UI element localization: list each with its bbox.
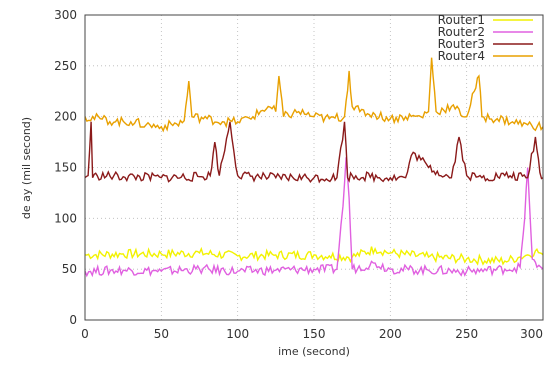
series-line-router2 (84, 157, 544, 278)
legend-label: Router4 (438, 49, 485, 63)
x-tick-label: 50 (154, 327, 169, 341)
y-axis-label: de ay (mil second) (20, 117, 33, 219)
series-lines (84, 57, 544, 278)
x-tick-label: 250 (455, 327, 478, 341)
y-tick-labels: 0 50 100 150 200 250 300 (54, 8, 77, 327)
y-tick-label: 0 (69, 313, 77, 327)
y-tick-label: 300 (54, 8, 77, 22)
x-tick-labels: 0 50 100 150 200 250 300 (81, 327, 543, 341)
x-tick-label: 200 (379, 327, 402, 341)
legend-label: Router2 (438, 25, 485, 39)
legend-label: Router3 (438, 37, 485, 51)
y-tick-label: 200 (54, 110, 77, 124)
x-tick-label: 300 (520, 327, 543, 341)
y-tick-label: 250 (54, 59, 77, 73)
series-line-router1 (84, 246, 544, 266)
plot-frame (84, 14, 544, 321)
x-tick-label: 0 (81, 327, 89, 341)
series-line-router4 (84, 57, 544, 133)
legend-label: Router1 (438, 13, 485, 27)
series-line-router3 (84, 121, 544, 184)
x-tick-label: 100 (226, 327, 249, 341)
y-tick-label: 100 (54, 211, 77, 225)
x-tick-label: 150 (303, 327, 326, 341)
y-tick-label: 50 (62, 262, 77, 276)
x-axis-label: ime (second) (278, 345, 350, 358)
y-tick-label: 150 (54, 161, 77, 175)
